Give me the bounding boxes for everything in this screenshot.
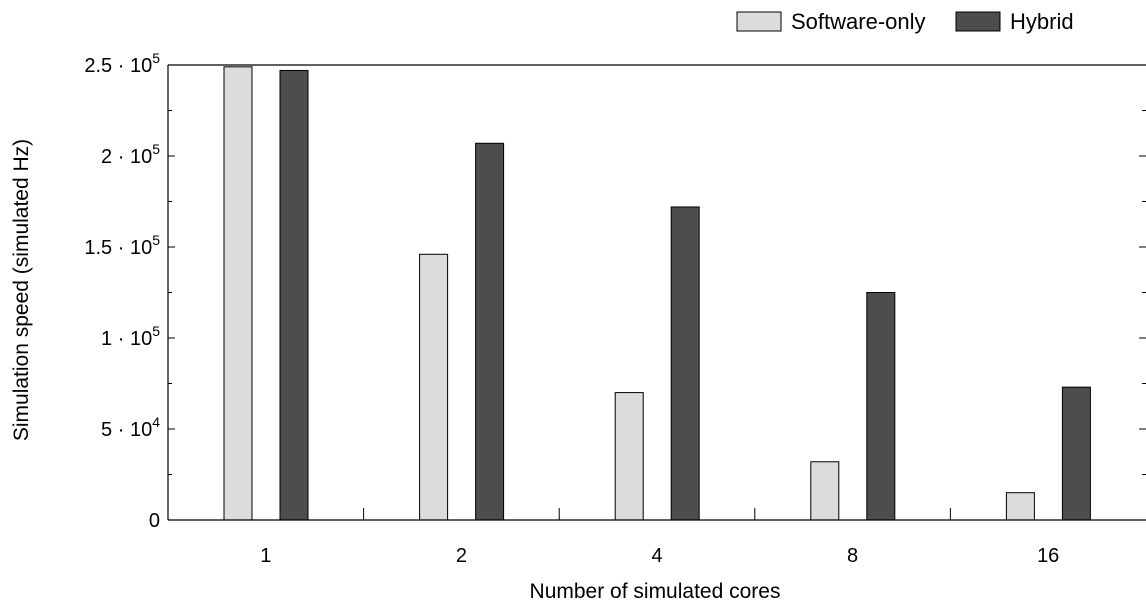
x-tick-label-8: 8: [847, 545, 858, 567]
x-tick-label-16: 16: [1037, 545, 1059, 567]
x-axis-label: Number of simulated cores: [530, 580, 781, 603]
y-tick-label: 0: [149, 510, 160, 532]
x-tick-label-4: 4: [651, 545, 662, 567]
legend-label-hybrid: Hybrid: [1010, 9, 1074, 34]
legend-swatch-hybrid: [955, 11, 1001, 32]
bar-software-only-16: [1005, 492, 1035, 521]
bar-software-only-4: [614, 392, 644, 521]
bar-software-only-8: [810, 461, 840, 521]
legend-label-software-only: Software-only: [791, 9, 926, 34]
y-tick-label: 2.5 · 105: [84, 50, 160, 77]
bar-hybrid-1: [279, 69, 309, 521]
bar-hybrid-2: [475, 142, 505, 521]
bar-hybrid-4: [670, 206, 700, 521]
y-tick-label: 5 · 104: [101, 414, 160, 441]
x-ticks-group: 1 2 4 8 16: [260, 508, 1059, 567]
bar-hybrid-16: [1061, 386, 1091, 521]
axes-group: [167, 64, 1146, 521]
legend: Software-only Hybrid: [736, 9, 1074, 34]
bar-software-only-2: [419, 253, 449, 521]
y-tick-label: 2 · 105: [101, 141, 160, 168]
x-tick-label-1: 1: [260, 545, 271, 567]
y-tick-label: 1.5 · 105: [84, 232, 160, 259]
bars-group: [223, 66, 1091, 521]
legend-swatch-software-only: [736, 11, 782, 32]
y-ticks-group: 0 5 · 104 1 · 105 1.5 · 105 2 · 105 2.5 · 105: [84, 50, 1146, 532]
bar-hybrid-8: [866, 292, 896, 521]
y-axis-label: Simulation speed (simulated Hz): [10, 139, 33, 441]
bar-software-only-1: [223, 66, 253, 521]
y-tick-label: 1 · 105: [101, 323, 160, 350]
x-tick-label-2: 2: [456, 545, 467, 567]
